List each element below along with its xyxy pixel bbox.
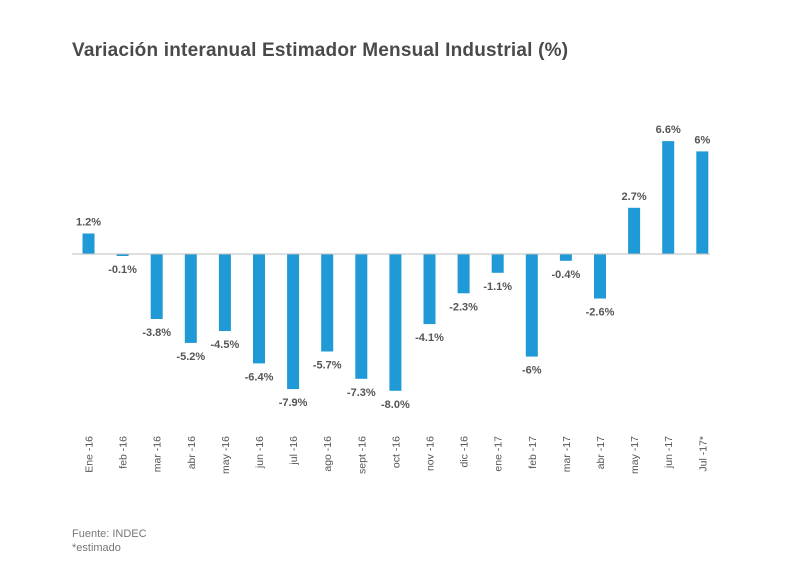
value-label-2: -3.8% bbox=[142, 327, 171, 339]
bar-17 bbox=[662, 141, 675, 254]
tick-label-0: Ene -16 bbox=[84, 436, 96, 473]
tick-label-5: jun -16 bbox=[254, 436, 266, 469]
bar-6 bbox=[287, 254, 300, 390]
bar-7 bbox=[321, 254, 334, 352]
tick-label-8: sept -16 bbox=[356, 436, 368, 474]
value-label-12: -1.1% bbox=[483, 281, 512, 293]
value-label-0: 1.2% bbox=[76, 217, 101, 229]
bar-16 bbox=[628, 207, 641, 254]
bar-4 bbox=[218, 254, 231, 331]
tick-label-13: feb -17 bbox=[527, 436, 539, 469]
value-label-10: -4.1% bbox=[415, 332, 444, 344]
value-label-4: -4.5% bbox=[211, 339, 240, 351]
source-note: Fuente: INDEC bbox=[72, 528, 147, 540]
tick-label-10: nov -16 bbox=[425, 436, 437, 471]
value-label-8: -7.3% bbox=[347, 387, 376, 399]
bar-14 bbox=[559, 254, 572, 261]
value-label-5: -6.4% bbox=[245, 371, 274, 383]
tick-label-4: may -16 bbox=[220, 436, 232, 474]
bar-3 bbox=[184, 254, 197, 343]
value-label-7: -5.7% bbox=[313, 360, 342, 372]
tick-label-6: jul -16 bbox=[288, 436, 300, 466]
value-label-11: -2.3% bbox=[449, 301, 478, 313]
bar-0 bbox=[82, 233, 95, 254]
tick-label-16: may -17 bbox=[629, 436, 641, 474]
tick-label-14: mar -17 bbox=[561, 436, 573, 472]
value-label-13: -6% bbox=[522, 365, 542, 377]
value-label-17: 6.6% bbox=[656, 124, 681, 136]
footer: Fuente: INDEC *estimado bbox=[72, 527, 147, 555]
bar-5 bbox=[253, 254, 265, 364]
value-label-15: -2.6% bbox=[586, 307, 615, 319]
value-label-16: 2.7% bbox=[622, 191, 647, 203]
tick-label-9: oct -16 bbox=[390, 436, 402, 468]
tick-label-1: feb -16 bbox=[118, 436, 130, 469]
estimate-note: *estimado bbox=[72, 542, 121, 554]
bar-8 bbox=[355, 254, 368, 379]
tick-label-12: ene -17 bbox=[493, 436, 505, 472]
value-labels-group: 1.2% -0.1% -3.8% -5.2% -4.5% -6.4% -7.9% -5.7% -… bbox=[76, 124, 711, 411]
tick-labels-group: Ene -16 feb -16 mar -16 abr -16 may -16 jun -… bbox=[84, 436, 710, 474]
bar-13 bbox=[525, 254, 538, 357]
bar-12 bbox=[491, 254, 504, 273]
chart-title: Variación interanual Estimador Mensual I… bbox=[72, 40, 569, 61]
bar-11 bbox=[457, 254, 470, 294]
tick-label-11: dic -16 bbox=[459, 436, 471, 468]
tick-label-2: mar -16 bbox=[152, 436, 164, 472]
value-label-9: -8.0% bbox=[381, 399, 410, 411]
bar-10 bbox=[423, 254, 436, 325]
value-label-14: -0.4% bbox=[552, 269, 581, 281]
value-label-3: -5.2% bbox=[176, 351, 205, 363]
bar-9 bbox=[389, 254, 402, 391]
value-label-6: -7.9% bbox=[279, 397, 308, 409]
tick-label-17: jun -17 bbox=[663, 436, 675, 469]
bar-15 bbox=[594, 254, 606, 299]
tick-label-18: Jul -17* bbox=[697, 436, 709, 472]
value-label-1: -0.1% bbox=[108, 264, 137, 276]
bars-group bbox=[82, 141, 709, 391]
value-label-18: 6% bbox=[694, 134, 710, 146]
tick-label-3: abr -16 bbox=[186, 436, 198, 469]
tick-label-7: ago -16 bbox=[322, 436, 334, 472]
tick-label-15: abr -17 bbox=[595, 436, 607, 469]
bar-2 bbox=[150, 254, 163, 319]
bar-chart: 1.2% -0.1% -3.8% -5.2% -4.5% -6.4% -7.9% -5.7% -… bbox=[72, 124, 711, 474]
bar-18 bbox=[696, 151, 709, 254]
bar-1 bbox=[116, 254, 129, 256]
